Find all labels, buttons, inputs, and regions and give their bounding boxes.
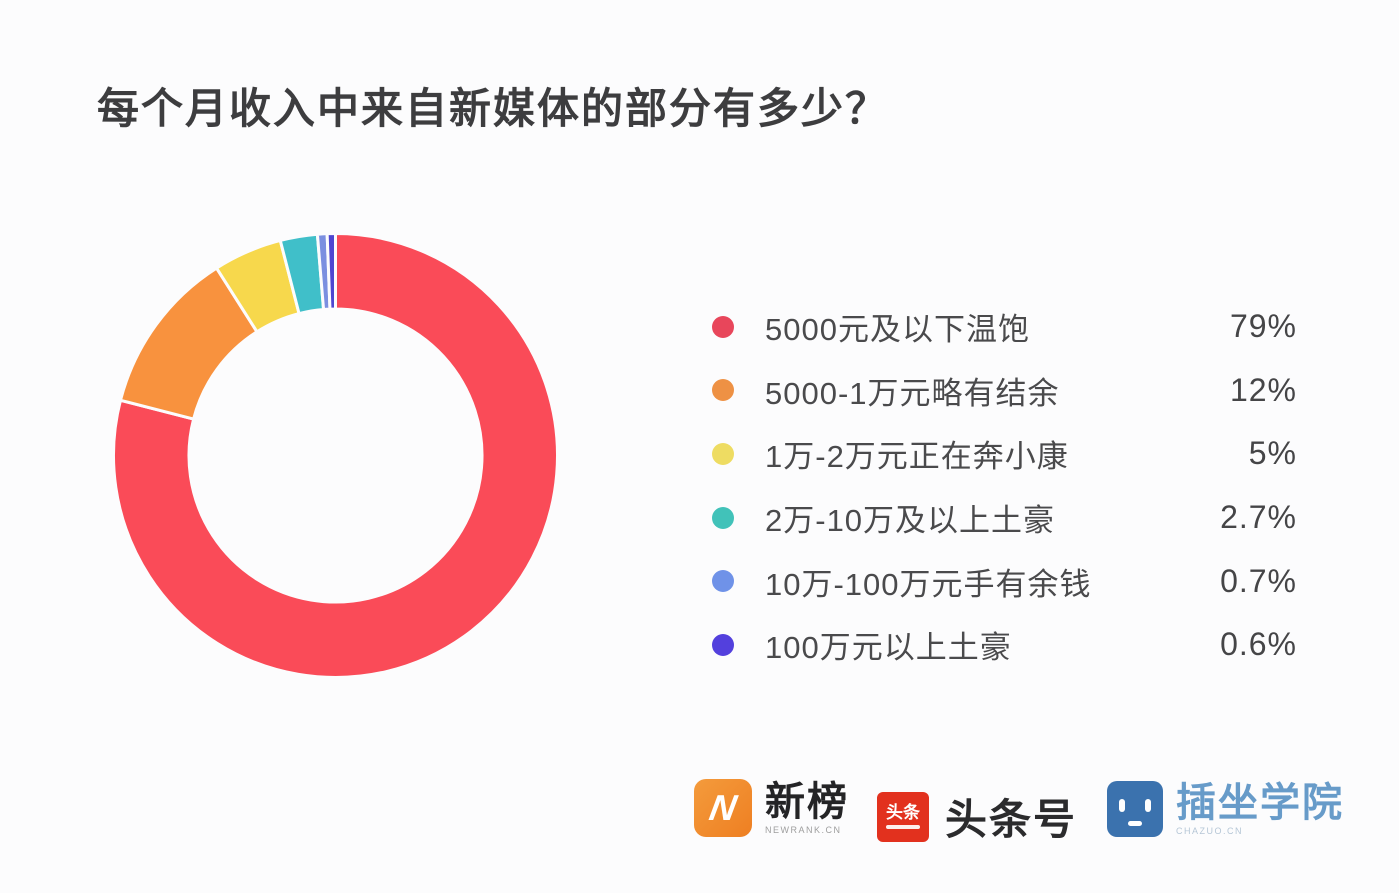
newrank-logo: N 新榜 NEWRANK.CN <box>694 779 849 837</box>
legend-label: 5000元及以下温饱 <box>765 312 1030 348</box>
chazuo-robot-face-icon <box>1107 781 1163 837</box>
legend-value: 0.7% <box>1220 562 1297 599</box>
legend-color-dot <box>712 442 734 465</box>
chart-legend: 5000元及以下温饱 79% 5000-1万元略有结余 12% 1万-2万元正在… <box>712 295 1297 677</box>
legend-label: 1万-2万元正在奔小康 <box>765 439 1069 475</box>
toutiao-wordmark: 头条号 <box>945 796 1078 843</box>
legend-item: 5000-1万元略有结余 12% <box>712 359 1297 423</box>
newrank-url: NEWRANK.CN <box>765 825 842 835</box>
legend-label: 2万-10万及以上土豪 <box>765 503 1056 539</box>
chazuo-mouth-icon <box>1128 821 1142 826</box>
legend-item: 1万-2万元正在奔小康 5% <box>712 422 1297 486</box>
chazuo-url: CHAZUO.CN <box>1176 826 1243 836</box>
chart-title: 每个月收入中来自新媒体的部分有多少？ <box>97 85 890 132</box>
legend-label: 10万-100万元手有余钱 <box>765 566 1092 602</box>
toutiao-logo: 头条 头条号 <box>877 786 1077 847</box>
toutiao-badge-bar <box>886 825 920 829</box>
legend-label: 5000-1万元略有结余 <box>765 375 1060 411</box>
newrank-n-icon: N <box>706 787 740 828</box>
legend-item: 10万-100万元手有余钱 0.7% <box>712 549 1297 613</box>
legend-color-dot <box>712 315 734 338</box>
legend-item: 5000元及以下温饱 79% <box>712 295 1297 359</box>
newrank-wordmark: 新榜 <box>765 780 849 824</box>
toutiao-badge-text: 头条 <box>886 803 920 822</box>
legend-value: 12% <box>1229 371 1297 408</box>
donut-chart-container <box>112 232 559 679</box>
chazuo-logo: 插坐学院 CHAZUO.CN <box>1107 781 1344 837</box>
donut-chart <box>112 232 559 679</box>
legend-color-dot <box>712 570 734 593</box>
legend-color-dot <box>712 633 734 656</box>
legend-value: 79% <box>1229 308 1297 345</box>
legend-value: 5% <box>1248 435 1297 472</box>
legend-label: 100万元以上土豪 <box>765 630 1012 666</box>
chazuo-eye-icon <box>1145 799 1151 812</box>
donut-slice <box>325 232 337 311</box>
legend-value: 0.6% <box>1220 626 1297 663</box>
legend-color-dot <box>712 506 734 529</box>
legend-item: 100万元以上土豪 0.6% <box>712 613 1297 677</box>
legend-color-dot <box>712 379 734 402</box>
legend-value: 2.7% <box>1220 499 1297 536</box>
donut-slice <box>112 232 559 679</box>
chazuo-eye-icon <box>1119 799 1125 812</box>
toutiao-badge-icon: 头条 <box>877 791 929 842</box>
legend-item: 2万-10万及以上土豪 2.7% <box>712 486 1297 550</box>
newrank-badge-icon: N <box>694 779 752 837</box>
chazuo-wordmark: 插坐学院 <box>1176 781 1344 825</box>
